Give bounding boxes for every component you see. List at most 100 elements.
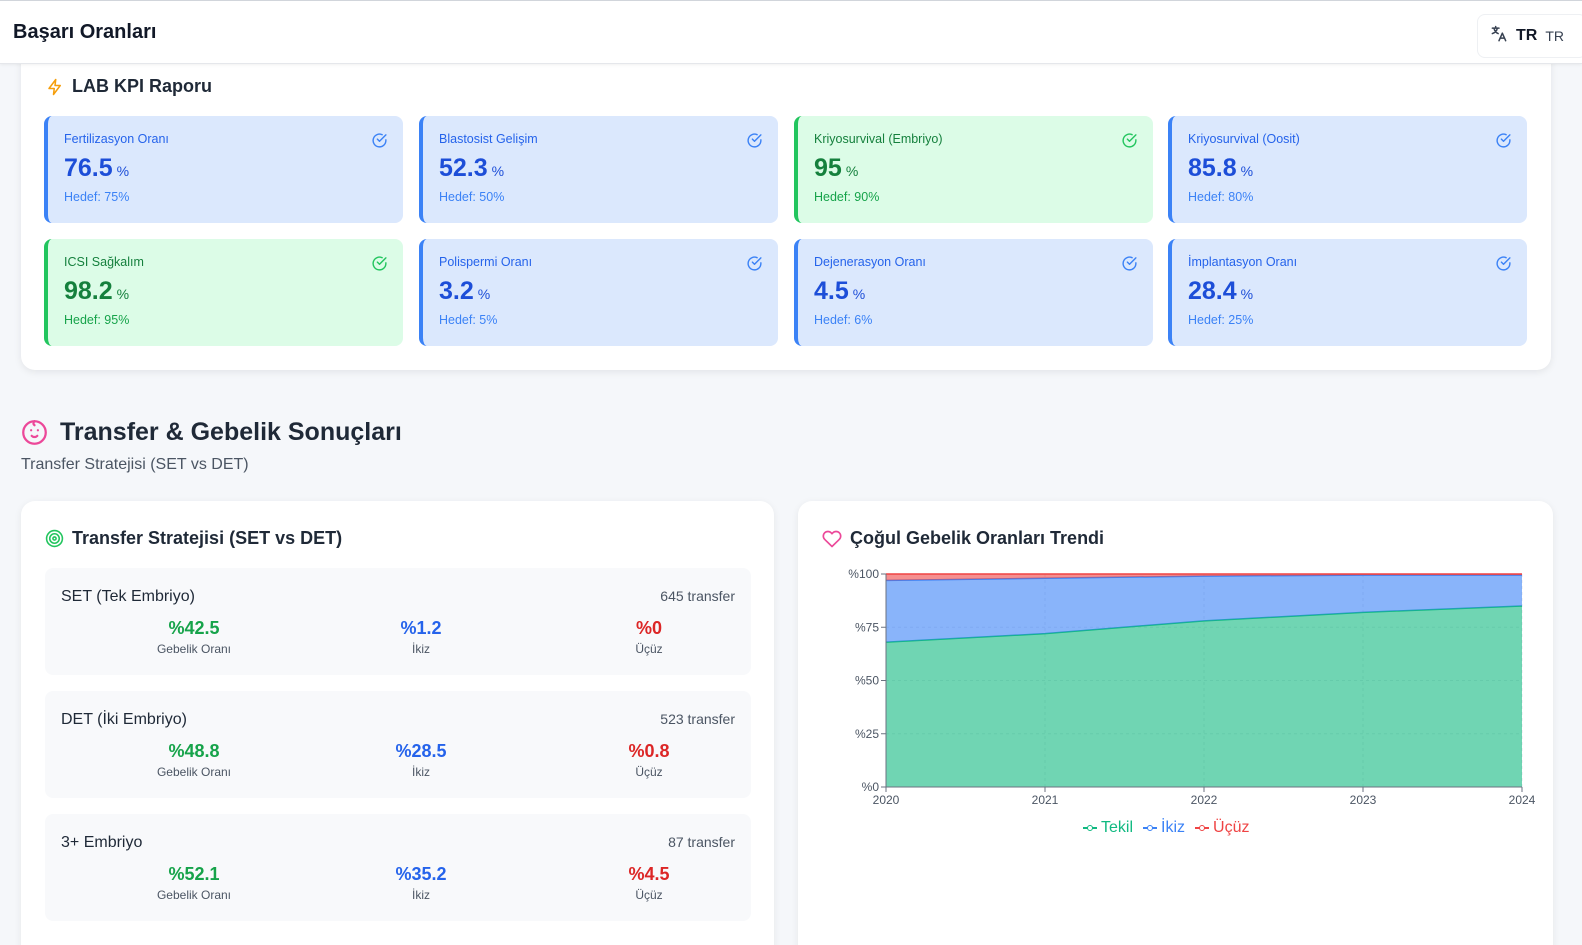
kpi-unit: % [1240, 163, 1254, 179]
check-circle-icon [372, 133, 387, 148]
kpi-value-number: 52.3 [439, 154, 488, 182]
twin-rate-label: İkiz [412, 888, 430, 902]
kpi-target: Hedef: 50% [439, 190, 505, 204]
kpi-value: 52.3% [439, 154, 762, 183]
legend-item-tekil[interactable]: Tekil [1083, 819, 1133, 837]
transfer-count: 523 transfer [660, 711, 735, 727]
check-circle-icon [1122, 133, 1137, 148]
twin-rate: %28.5 İkiz [341, 741, 501, 779]
transfer-section-header: Transfer & Gebelik Sonuçları [21, 418, 402, 447]
x-tick-label: 2023 [1350, 793, 1377, 807]
area-ucuz [886, 574, 1522, 581]
kpi-label: Fertilizasyon Oranı [64, 132, 169, 146]
strategy-panel-header: Transfer Stratejisi (SET vs DET) [45, 528, 342, 549]
page-title: Başarı Oranları [13, 21, 157, 43]
kpi-unit: % [116, 286, 130, 302]
twin-rate-value: %35.2 [395, 864, 447, 884]
pregnancy-rate: %42.5 Gebelik Oranı [114, 618, 274, 656]
kpi-value: 4.5% [814, 277, 1137, 306]
trend-panel-header: Çoğul Gebelik Oranları Trendi [822, 528, 1104, 549]
legend-item-ucuz[interactable]: Üçüz [1195, 819, 1249, 837]
twin-rate-value: %1.2 [400, 618, 442, 638]
kpi-value-number: 98.2 [64, 277, 113, 305]
legend-label-ucuz: Üçüz [1213, 819, 1250, 836]
pregnancy-rate: %48.8 Gebelik Oranı [114, 741, 274, 779]
triplet-rate: %0.8 Üçüz [569, 741, 729, 779]
legend-marker-ikiz [1143, 823, 1158, 833]
kpi-target: Hedef: 75% [64, 190, 130, 204]
lab-kpi-header: LAB KPI Raporu [46, 76, 212, 97]
top-bar: Başarı Oranları TR TR [0, 0, 1582, 64]
kpi-card: Kriyosurvival (Embriyo) 95% Hedef: 90% [794, 116, 1153, 223]
section-title: Transfer & Gebelik Sonuçları [60, 418, 402, 446]
kpi-value: 76.5% [64, 154, 387, 183]
legend-item-ikiz[interactable]: İkiz [1143, 819, 1185, 837]
kpi-value: 3.2% [439, 277, 762, 306]
check-circle-icon [1496, 256, 1511, 271]
y-tick-label: %75 [855, 620, 879, 634]
x-tick-label: 2022 [1191, 793, 1218, 807]
kpi-card: ICSI Sağkalım 98.2% Hedef: 95% [44, 239, 403, 346]
check-circle-icon [1122, 256, 1137, 271]
kpi-value-number: 76.5 [64, 154, 113, 182]
triplet-rate-label: Üçüz [635, 888, 663, 902]
twin-rate-label: İkiz [412, 765, 430, 779]
language-code-secondary: TR [1545, 28, 1564, 44]
twin-rate: %1.2 İkiz [341, 618, 501, 656]
kpi-value-number: 28.4 [1188, 277, 1237, 305]
language-switcher[interactable]: TR TR [1477, 14, 1582, 58]
kpi-unit: % [116, 163, 130, 179]
triplet-rate-label: Üçüz [635, 642, 663, 656]
area-tekil [886, 605, 1522, 787]
kpi-unit: % [477, 286, 491, 302]
triplet-rate-value: %0 [635, 618, 662, 638]
transfer-count: 645 transfer [660, 588, 735, 604]
x-tick-label: 2020 [873, 793, 900, 807]
twin-rate-label: İkiz [412, 642, 430, 656]
kpi-label: ICSI Sağkalım [64, 255, 144, 269]
strategy-name: SET (Tek Embriyo) [61, 588, 195, 605]
y-tick-label: %25 [855, 727, 879, 741]
kpi-value-number: 4.5 [814, 277, 849, 305]
triplet-rate-value: %4.5 [628, 864, 670, 884]
kpi-value: 98.2% [64, 277, 387, 306]
y-tick-label: %50 [855, 674, 879, 688]
kpi-unit: % [852, 286, 866, 302]
kpi-value: 85.8% [1188, 154, 1511, 183]
kpi-card: Polispermi Oranı 3.2% Hedef: 5% [419, 239, 778, 346]
triplet-rate-value: %0.8 [628, 741, 670, 761]
kpi-value: 28.4% [1188, 277, 1511, 306]
kpi-target: Hedef: 5% [439, 313, 498, 327]
check-circle-icon [1496, 133, 1511, 148]
legend-label-tekil: Tekil [1101, 819, 1134, 836]
kpi-card: Dejenerasyon Oranı 4.5% Hedef: 6% [794, 239, 1153, 346]
strategy-row: DET (İki Embriyo) 523 transfer %48.8 Gebeli… [45, 691, 751, 798]
kpi-label: Polispermi Oranı [439, 255, 533, 269]
kpi-target: Hedef: 80% [1188, 190, 1254, 204]
kpi-card: Kriyosurvival (Oosit) 85.8% Hedef: 80% [1168, 116, 1527, 223]
kpi-label: Kriyosurvival (Embriyo) [814, 132, 943, 146]
strategy-row: 3+ Embriyo 87 transfer %52.1 Gebelik Oranı%… [45, 814, 751, 921]
translate-icon [1488, 24, 1510, 49]
strategy-name: DET (İki Embriyo) [61, 711, 187, 728]
kpi-value: 95% [814, 154, 1137, 183]
triplet-rate: %4.5 Üçüz [569, 864, 729, 902]
language-code: TR [1516, 27, 1538, 44]
check-circle-icon [372, 256, 387, 271]
kpi-label: İmplantasyon Oranı [1188, 255, 1298, 269]
chart-legend: Tekil İkiz Üçüz [1083, 819, 1249, 837]
pregnancy-rate-value: %48.8 [168, 741, 220, 761]
lab-kpi-title: LAB KPI Raporu [72, 76, 213, 96]
kpi-target: Hedef: 95% [64, 313, 130, 327]
strategy-row: SET (Tek Embriyo) 645 transfer %42.5 Gebeli… [45, 568, 751, 675]
twin-rate-value: %28.5 [395, 741, 447, 761]
kpi-unit: % [491, 163, 505, 179]
kpi-unit: % [1240, 286, 1254, 302]
kpi-value-number: 85.8 [1188, 154, 1237, 182]
kpi-label: Kriyosurvival (Oosit) [1188, 132, 1300, 146]
kpi-label: Blastosist Gelişim [439, 132, 538, 146]
x-tick-label: 2024 [1509, 793, 1536, 807]
kpi-target: Hedef: 6% [814, 313, 873, 327]
y-tick-label: %100 [848, 567, 879, 581]
legend-marker-tekil [1083, 823, 1097, 833]
